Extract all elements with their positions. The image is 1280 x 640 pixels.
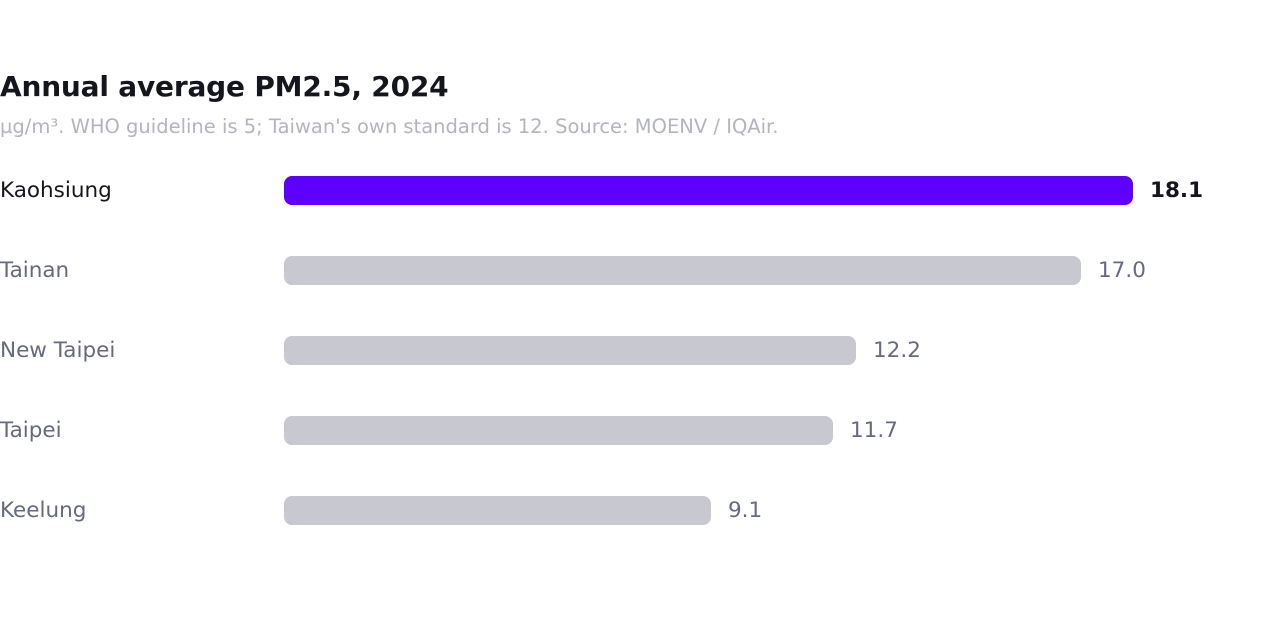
category-label: Keelung [0,498,87,523]
value-label: 17.0 [1098,258,1146,283]
category-label: New Taipei [0,338,116,363]
value-label: 11.7 [850,418,898,443]
value-label: 18.1 [1150,178,1204,203]
bar [284,496,711,525]
bar [284,336,856,365]
category-label: Kaohsiung [0,178,112,203]
chart-title: Annual average PM2.5, 2024 [0,70,449,103]
category-label: Taipei [0,418,62,443]
value-label: 9.1 [728,498,763,523]
category-label: Tainan [0,258,70,283]
bar [284,176,1133,205]
chart-subtitle: µg/m³. WHO guideline is 5; Taiwan's own … [0,115,779,138]
bar [284,256,1081,285]
bar [284,416,833,445]
value-label: 12.2 [873,338,921,363]
